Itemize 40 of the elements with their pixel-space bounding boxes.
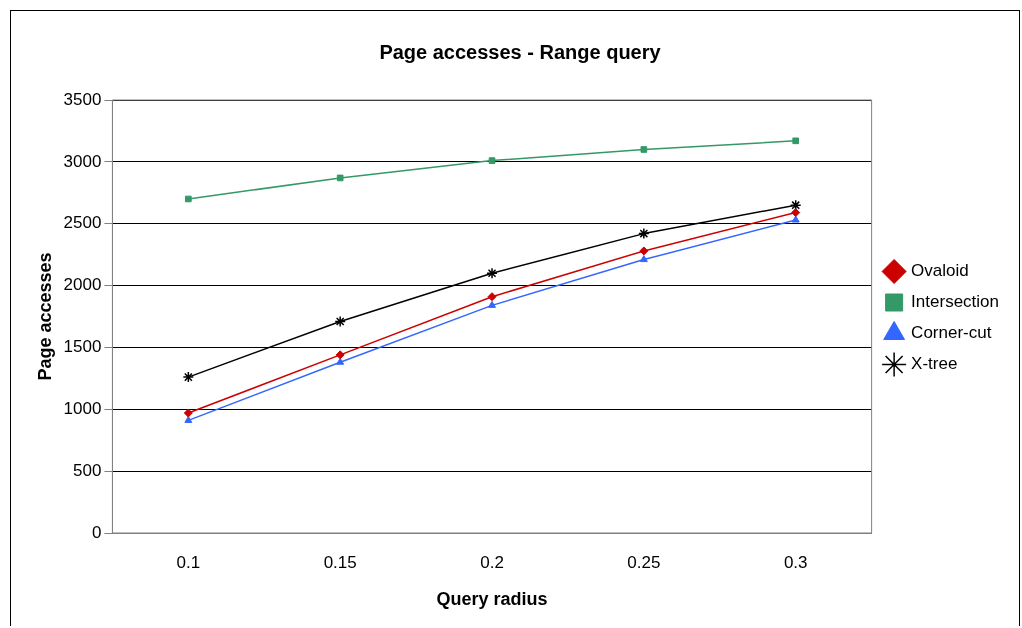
x-axis-title: Query radius [436, 589, 548, 610]
legend-label: Corner-cut [911, 323, 992, 343]
point [639, 246, 649, 256]
x-tick-label: 0.25 [627, 552, 661, 572]
y-tick-label: 2000 [63, 275, 102, 295]
point [334, 315, 346, 328]
x-tick-label: 0.2 [480, 552, 504, 572]
y-tick-label: 0 [91, 522, 102, 542]
point [638, 227, 650, 240]
point [486, 267, 498, 279]
chart-title: Page accesses - Range query [379, 40, 662, 63]
point [488, 300, 496, 308]
point [639, 255, 648, 263]
y-tick-label: 1500 [63, 337, 102, 357]
point [487, 292, 497, 302]
point [336, 357, 345, 365]
y-tick-label: 3000 [63, 151, 102, 171]
y-tick-label: 3500 [63, 89, 102, 109]
x-tick-label: 0.3 [783, 552, 808, 572]
y-tick-label: 1000 [63, 398, 102, 418]
y-tick-label: 500 [73, 460, 102, 480]
point [640, 146, 648, 153]
x-tick-label: 0.15 [323, 552, 357, 572]
x-tick-label: 0.1 [176, 552, 201, 572]
legend-label: X-tree [911, 354, 958, 374]
point [184, 415, 193, 423]
point [791, 215, 800, 223]
point [183, 408, 193, 418]
point [791, 208, 801, 218]
point [336, 174, 344, 182]
point [185, 195, 192, 203]
legend-label: Ovaloid [911, 261, 969, 281]
point [335, 350, 345, 360]
y-axis-title: Page accesses [34, 252, 55, 381]
point [488, 157, 496, 164]
legend-label: Intersection [911, 292, 1000, 312]
point [792, 137, 800, 145]
point [789, 199, 802, 211]
y-tick-label: 2500 [63, 213, 102, 233]
point [182, 371, 195, 383]
